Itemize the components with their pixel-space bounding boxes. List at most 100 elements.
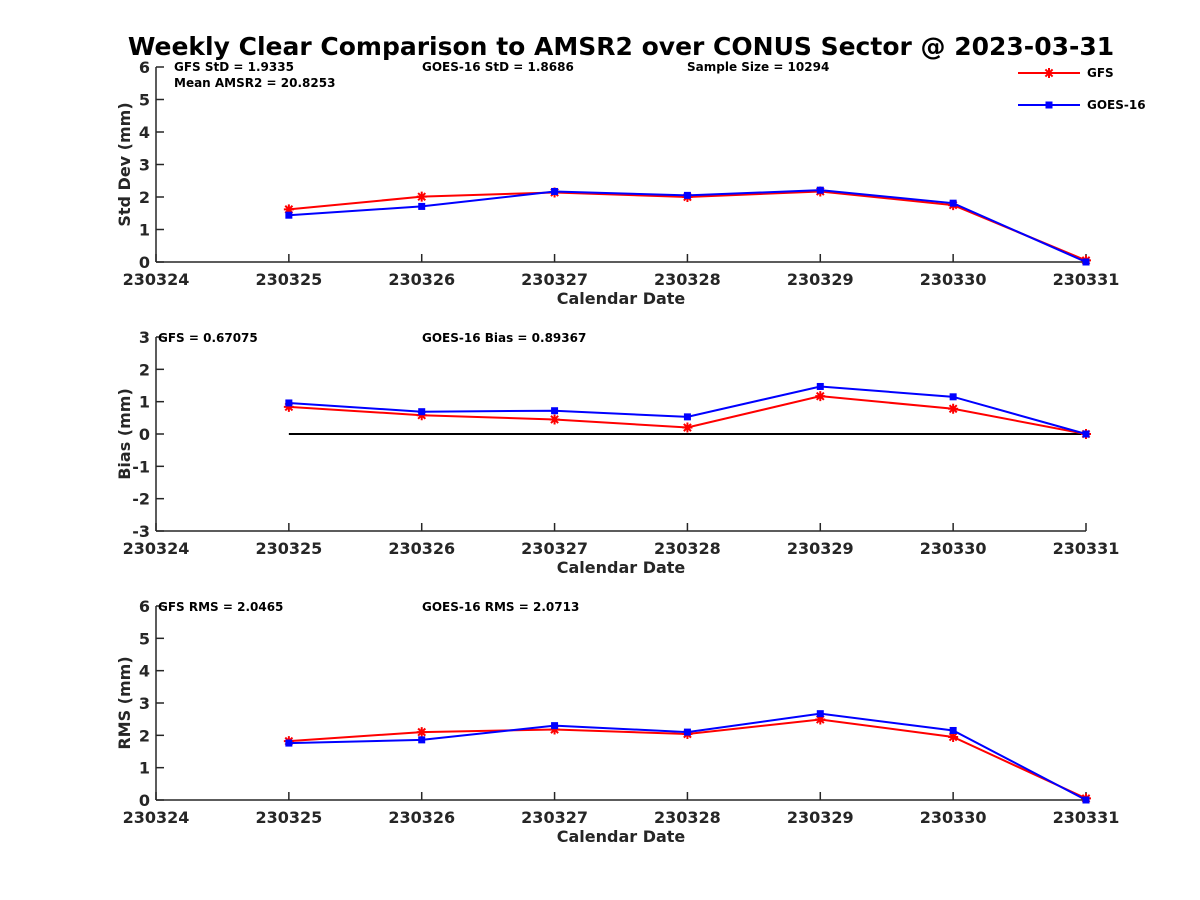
y-tick-label: 2 (139, 188, 150, 207)
x-tick-label: 230329 (787, 808, 854, 827)
y-tick-label: 4 (139, 662, 150, 681)
data-point (549, 414, 560, 425)
y-axis-label: Std Dev (mm) (115, 102, 134, 226)
x-tick-label: 230330 (920, 808, 987, 827)
data-point (283, 401, 294, 412)
y-tick-label: 4 (139, 123, 150, 142)
data-point (1082, 796, 1090, 804)
x-tick-label: 230328 (654, 270, 721, 289)
x-tick-label: 230329 (787, 270, 854, 289)
legend-entry: GFS (1018, 66, 1114, 80)
annotation-mean: Mean AMSR2 = 20.8253 (174, 76, 335, 90)
y-axis-label: RMS (mm) (115, 656, 134, 749)
x-tick-label: 230325 (255, 270, 322, 289)
x-tick-label: 230328 (654, 539, 721, 558)
data-point (283, 204, 294, 215)
x-tick-label: 230326 (388, 539, 455, 558)
data-point (949, 393, 957, 401)
x-tick-label: 230324 (123, 539, 190, 558)
x-tick-label: 230327 (521, 808, 588, 827)
data-point (1082, 430, 1090, 438)
data-point (949, 199, 957, 207)
y-axis-label: Bias (mm) (115, 388, 134, 480)
y-tick-label: -2 (132, 490, 150, 509)
y-tick-label: 6 (139, 597, 150, 616)
x-tick-label: 230325 (255, 539, 322, 558)
y-tick-label: 3 (139, 694, 150, 713)
data-point (815, 714, 826, 725)
x-tick-label: 230327 (521, 270, 588, 289)
series-goes-16 (285, 382, 1090, 438)
x-tick-label: 230328 (654, 808, 721, 827)
legend-label: GOES-16 (1087, 98, 1146, 112)
y-tick-label: 0 (139, 791, 150, 810)
annotation-gfs: GFS = 0.67075 (158, 331, 258, 345)
data-point (815, 391, 826, 402)
series-goes-16 (285, 186, 1090, 266)
data-point (948, 731, 959, 742)
data-point (416, 191, 427, 202)
x-tick-label: 230326 (388, 270, 455, 289)
y-tick-label: 2 (139, 726, 150, 745)
annotation-sample: Sample Size = 10294 (687, 60, 829, 74)
data-point (416, 727, 427, 738)
annotation-goes: GOES-16 StD = 1.8686 (422, 60, 574, 74)
x-tick-label: 230330 (920, 270, 987, 289)
data-point (418, 408, 426, 416)
data-point (682, 422, 693, 433)
y-tick-label: 0 (139, 253, 150, 272)
data-point (1082, 258, 1090, 266)
legend: GFS GOES-16 (1018, 66, 1146, 112)
y-tick-label: 3 (139, 156, 150, 175)
x-tick-label: 230324 (123, 270, 190, 289)
annotation-goes: GOES-16 Bias = 0.89367 (422, 331, 586, 345)
data-point (816, 186, 824, 194)
x-axis-label: Calendar Date (557, 558, 686, 577)
x-tick-label: 230324 (123, 808, 190, 827)
chart-panels: 230324 230325 230326 230327 230328 230329 2303… (115, 58, 1119, 846)
data-point (949, 726, 957, 734)
x-tick-label: 230331 (1053, 808, 1120, 827)
series-gfs (283, 714, 1091, 804)
y-tick-label: 0 (139, 425, 150, 444)
data-point (948, 403, 959, 414)
y-tick-label: 1 (139, 393, 150, 412)
y-tick-label: 6 (139, 58, 150, 77)
data-point (418, 202, 426, 210)
y-tick-label: 2 (139, 360, 150, 379)
y-tick-label: -3 (132, 522, 150, 541)
data-point (285, 399, 293, 407)
y-tick-label: 5 (139, 91, 150, 110)
y-tick-label: -1 (132, 457, 150, 476)
data-point (416, 410, 427, 421)
series-gfs (283, 391, 1091, 439)
data-point (683, 728, 691, 736)
annotation-goes: GOES-16 RMS = 2.0713 (422, 600, 579, 614)
figure-title: Weekly Clear Comparison to AMSR2 over CO… (128, 32, 1114, 61)
chart-panel-2: 230324 230325 230326 230327 230328 230329 2303… (115, 328, 1119, 577)
chart-panel-3: 230324 230325 230326 230327 230328 230329 2303… (115, 597, 1119, 846)
data-point (551, 722, 559, 730)
x-axis-label: Calendar Date (557, 827, 686, 846)
y-tick-label: 3 (139, 328, 150, 347)
data-point (418, 736, 426, 744)
annotation-gfs: GFS StD = 1.9335 (174, 60, 294, 74)
x-tick-label: 230331 (1053, 270, 1120, 289)
x-axis-label: Calendar Date (557, 289, 686, 308)
annotation-gfs: GFS RMS = 2.0465 (158, 600, 283, 614)
y-tick-label: 1 (139, 221, 150, 240)
data-point (551, 407, 559, 415)
data-point (285, 211, 293, 219)
data-point (551, 187, 559, 195)
x-tick-label: 230329 (787, 539, 854, 558)
legend-marker (1045, 101, 1053, 109)
data-point (285, 739, 293, 747)
legend-entry: GOES-16 (1018, 98, 1146, 112)
y-tick-label: 1 (139, 759, 150, 778)
x-tick-label: 230327 (521, 539, 588, 558)
data-point (816, 382, 824, 390)
x-tick-label: 230331 (1053, 539, 1120, 558)
data-point (683, 191, 691, 199)
legend-label: GFS (1087, 66, 1114, 80)
